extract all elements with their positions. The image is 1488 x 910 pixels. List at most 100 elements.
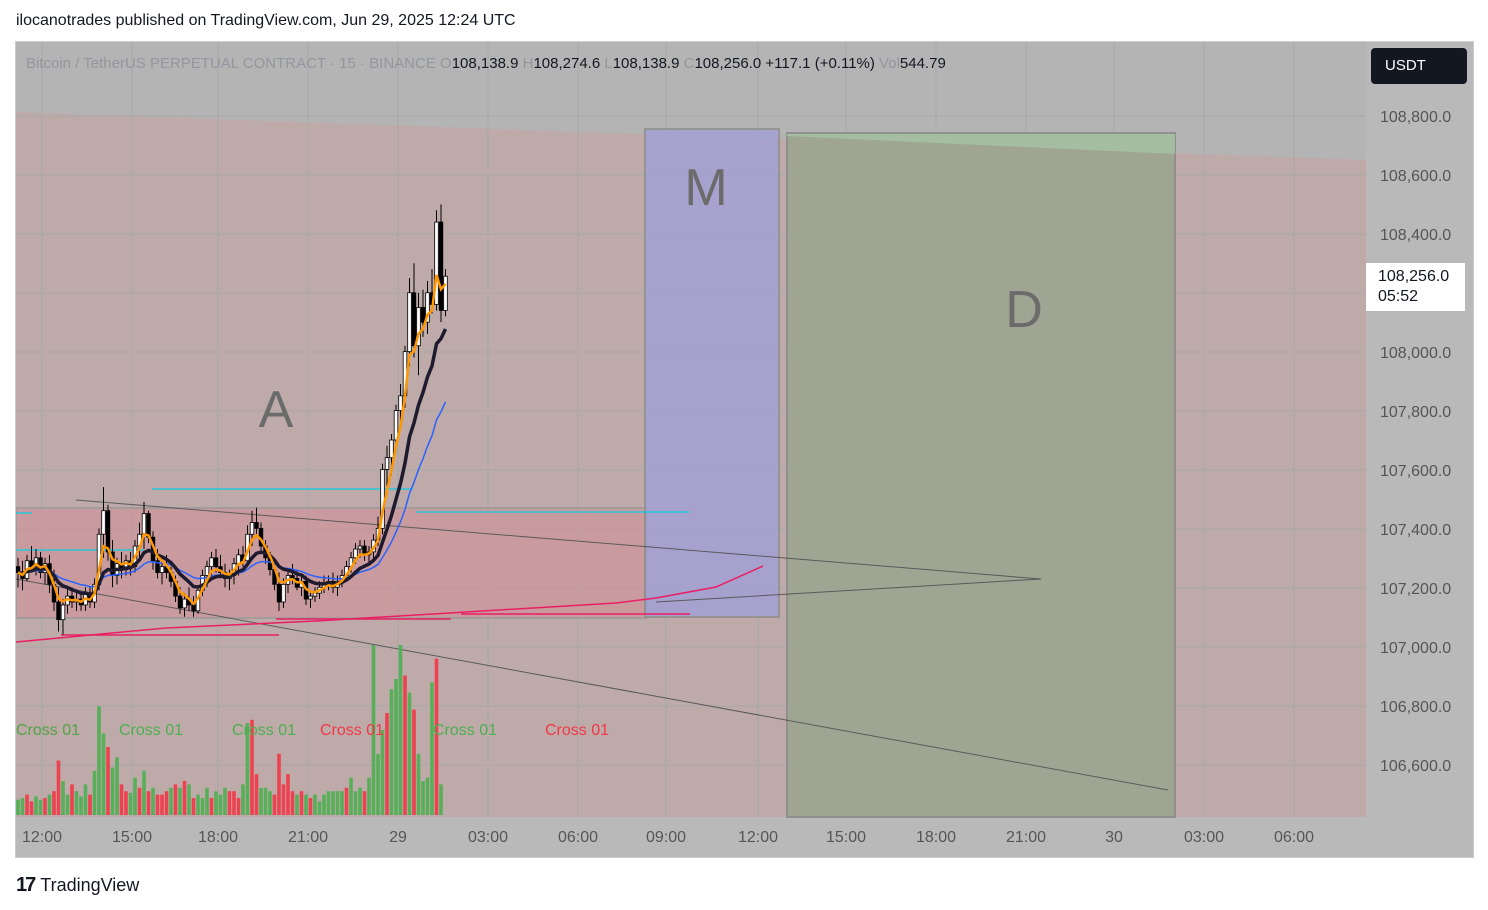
volume-bar	[268, 791, 272, 815]
candle-body	[249, 522, 255, 535]
volume-value: 544.79	[899, 55, 946, 72]
volume-bar	[97, 706, 101, 815]
volume-bar	[344, 787, 349, 815]
volume-bar	[205, 787, 209, 815]
cross-signal-label: Cross 01	[433, 722, 497, 739]
volume-bar	[425, 777, 430, 815]
volume-bar	[281, 784, 286, 815]
candle-body	[443, 275, 448, 311]
volume-bar	[421, 781, 425, 815]
zone-m-box	[644, 128, 780, 618]
volume-bar	[16, 799, 20, 815]
candle-body	[416, 307, 421, 347]
volume-bar	[232, 791, 236, 815]
volume-bar	[56, 760, 61, 815]
volume-bar	[385, 713, 389, 815]
volume-bar	[358, 787, 362, 815]
time-tick-label: 12:00	[22, 829, 62, 846]
volume-bar	[119, 784, 124, 815]
volume-bar	[290, 791, 295, 815]
last-price-value: 108,256.0	[1378, 268, 1450, 285]
volume-bar	[182, 781, 187, 815]
volume-bar	[376, 753, 380, 815]
candle-body	[389, 439, 394, 459]
candle-body	[155, 560, 160, 573]
change-value: +117.1 (+0.11%)	[765, 55, 875, 72]
price-tick-label: 107,200.0	[1380, 581, 1451, 598]
volume-bar	[308, 798, 313, 815]
candle-body	[276, 583, 282, 603]
candle-body	[191, 604, 196, 612]
volume-bar	[52, 791, 56, 815]
volume-bar	[101, 733, 106, 815]
candle-body	[141, 513, 147, 535]
volume-bar	[313, 794, 317, 815]
volume-bar	[70, 784, 74, 815]
tradingview-brand[interactable]: 17 TradingView	[16, 874, 139, 897]
volume-bar	[227, 791, 232, 815]
price-tick-label: 108,600.0	[1380, 168, 1451, 185]
candle-body	[357, 545, 363, 550]
price-tick-label: 107,400.0	[1380, 522, 1451, 539]
volume-bar	[367, 777, 371, 815]
volume-bar	[250, 719, 254, 815]
volume-bar	[322, 794, 326, 815]
price-tick-label: 107,600.0	[1380, 463, 1451, 480]
price-tick-label: 108,400.0	[1380, 227, 1451, 244]
volume-bar	[124, 791, 128, 815]
volume-bar	[430, 682, 434, 815]
high-value: 108,274.6	[533, 55, 601, 72]
symbol-info: Bitcoin / TetherUS PERPETUAL CONTRACT · …	[26, 55, 946, 72]
price-chart[interactable]: A M D Cross 01 Cross 01 Cross 01 Cross 01 Cros…	[16, 42, 1473, 857]
volume-bar	[412, 709, 416, 815]
zone-label: D	[1005, 281, 1043, 339]
last-price-label: 108,256.0 05:52	[1366, 263, 1465, 311]
candle-body	[101, 510, 106, 535]
candle-body	[105, 510, 111, 553]
chart-frame[interactable]: A M D Cross 01 Cross 01 Cross 01 Cross 01 Cros…	[15, 41, 1474, 858]
volume-bar	[277, 753, 281, 815]
cross-signal-label: Cross 01	[232, 722, 296, 739]
volume-bar	[286, 774, 290, 815]
tradingview-logo-icon: 17	[16, 874, 36, 896]
zone-d-box	[786, 132, 1176, 818]
candle-body	[182, 598, 187, 609]
volume-bar	[439, 784, 443, 815]
high-label: H	[522, 55, 534, 72]
volume-bar	[128, 792, 133, 815]
volume-bar	[83, 784, 88, 815]
low-label: L	[604, 55, 613, 72]
volume-bar	[178, 787, 182, 815]
volume-bar	[335, 791, 340, 815]
volume-bar	[106, 747, 110, 815]
candle-body	[384, 457, 390, 470]
candle-body	[353, 548, 358, 559]
volume-bar	[326, 791, 331, 815]
symbol-name[interactable]: Bitcoin / TetherUS PERPETUAL CONTRACT · …	[26, 55, 436, 72]
volume-bar	[371, 645, 376, 815]
volume-bar	[92, 770, 97, 815]
cross-signal-label: Cross 01	[16, 722, 80, 739]
candle-body	[33, 557, 39, 568]
volume-bar	[254, 774, 259, 815]
volume-bar	[20, 798, 25, 815]
bar-countdown: 05:52	[1378, 288, 1419, 305]
time-tick-label: 18:00	[198, 829, 238, 846]
volume-bar	[29, 801, 34, 815]
volume-bar	[353, 791, 358, 815]
candle-body	[60, 604, 66, 621]
ema-mid-line	[17, 328, 448, 597]
volume-bar	[209, 798, 214, 815]
currency-button[interactable]: USDT	[1371, 48, 1467, 84]
cross-signal-label: Cross 01	[16, 722, 80, 739]
time-tick-label: 12:00	[738, 829, 778, 846]
candle-body	[308, 595, 313, 600]
ema-long-line	[16, 565, 764, 643]
candle-body	[159, 566, 165, 573]
time-tick-label: 09:00	[646, 829, 686, 846]
volume-bar	[160, 794, 164, 815]
cross-signal-label: Cross 01	[545, 722, 609, 739]
time-tick-label: 18:00	[916, 829, 956, 846]
close-label: C	[683, 55, 695, 72]
candle-body	[438, 221, 444, 311]
